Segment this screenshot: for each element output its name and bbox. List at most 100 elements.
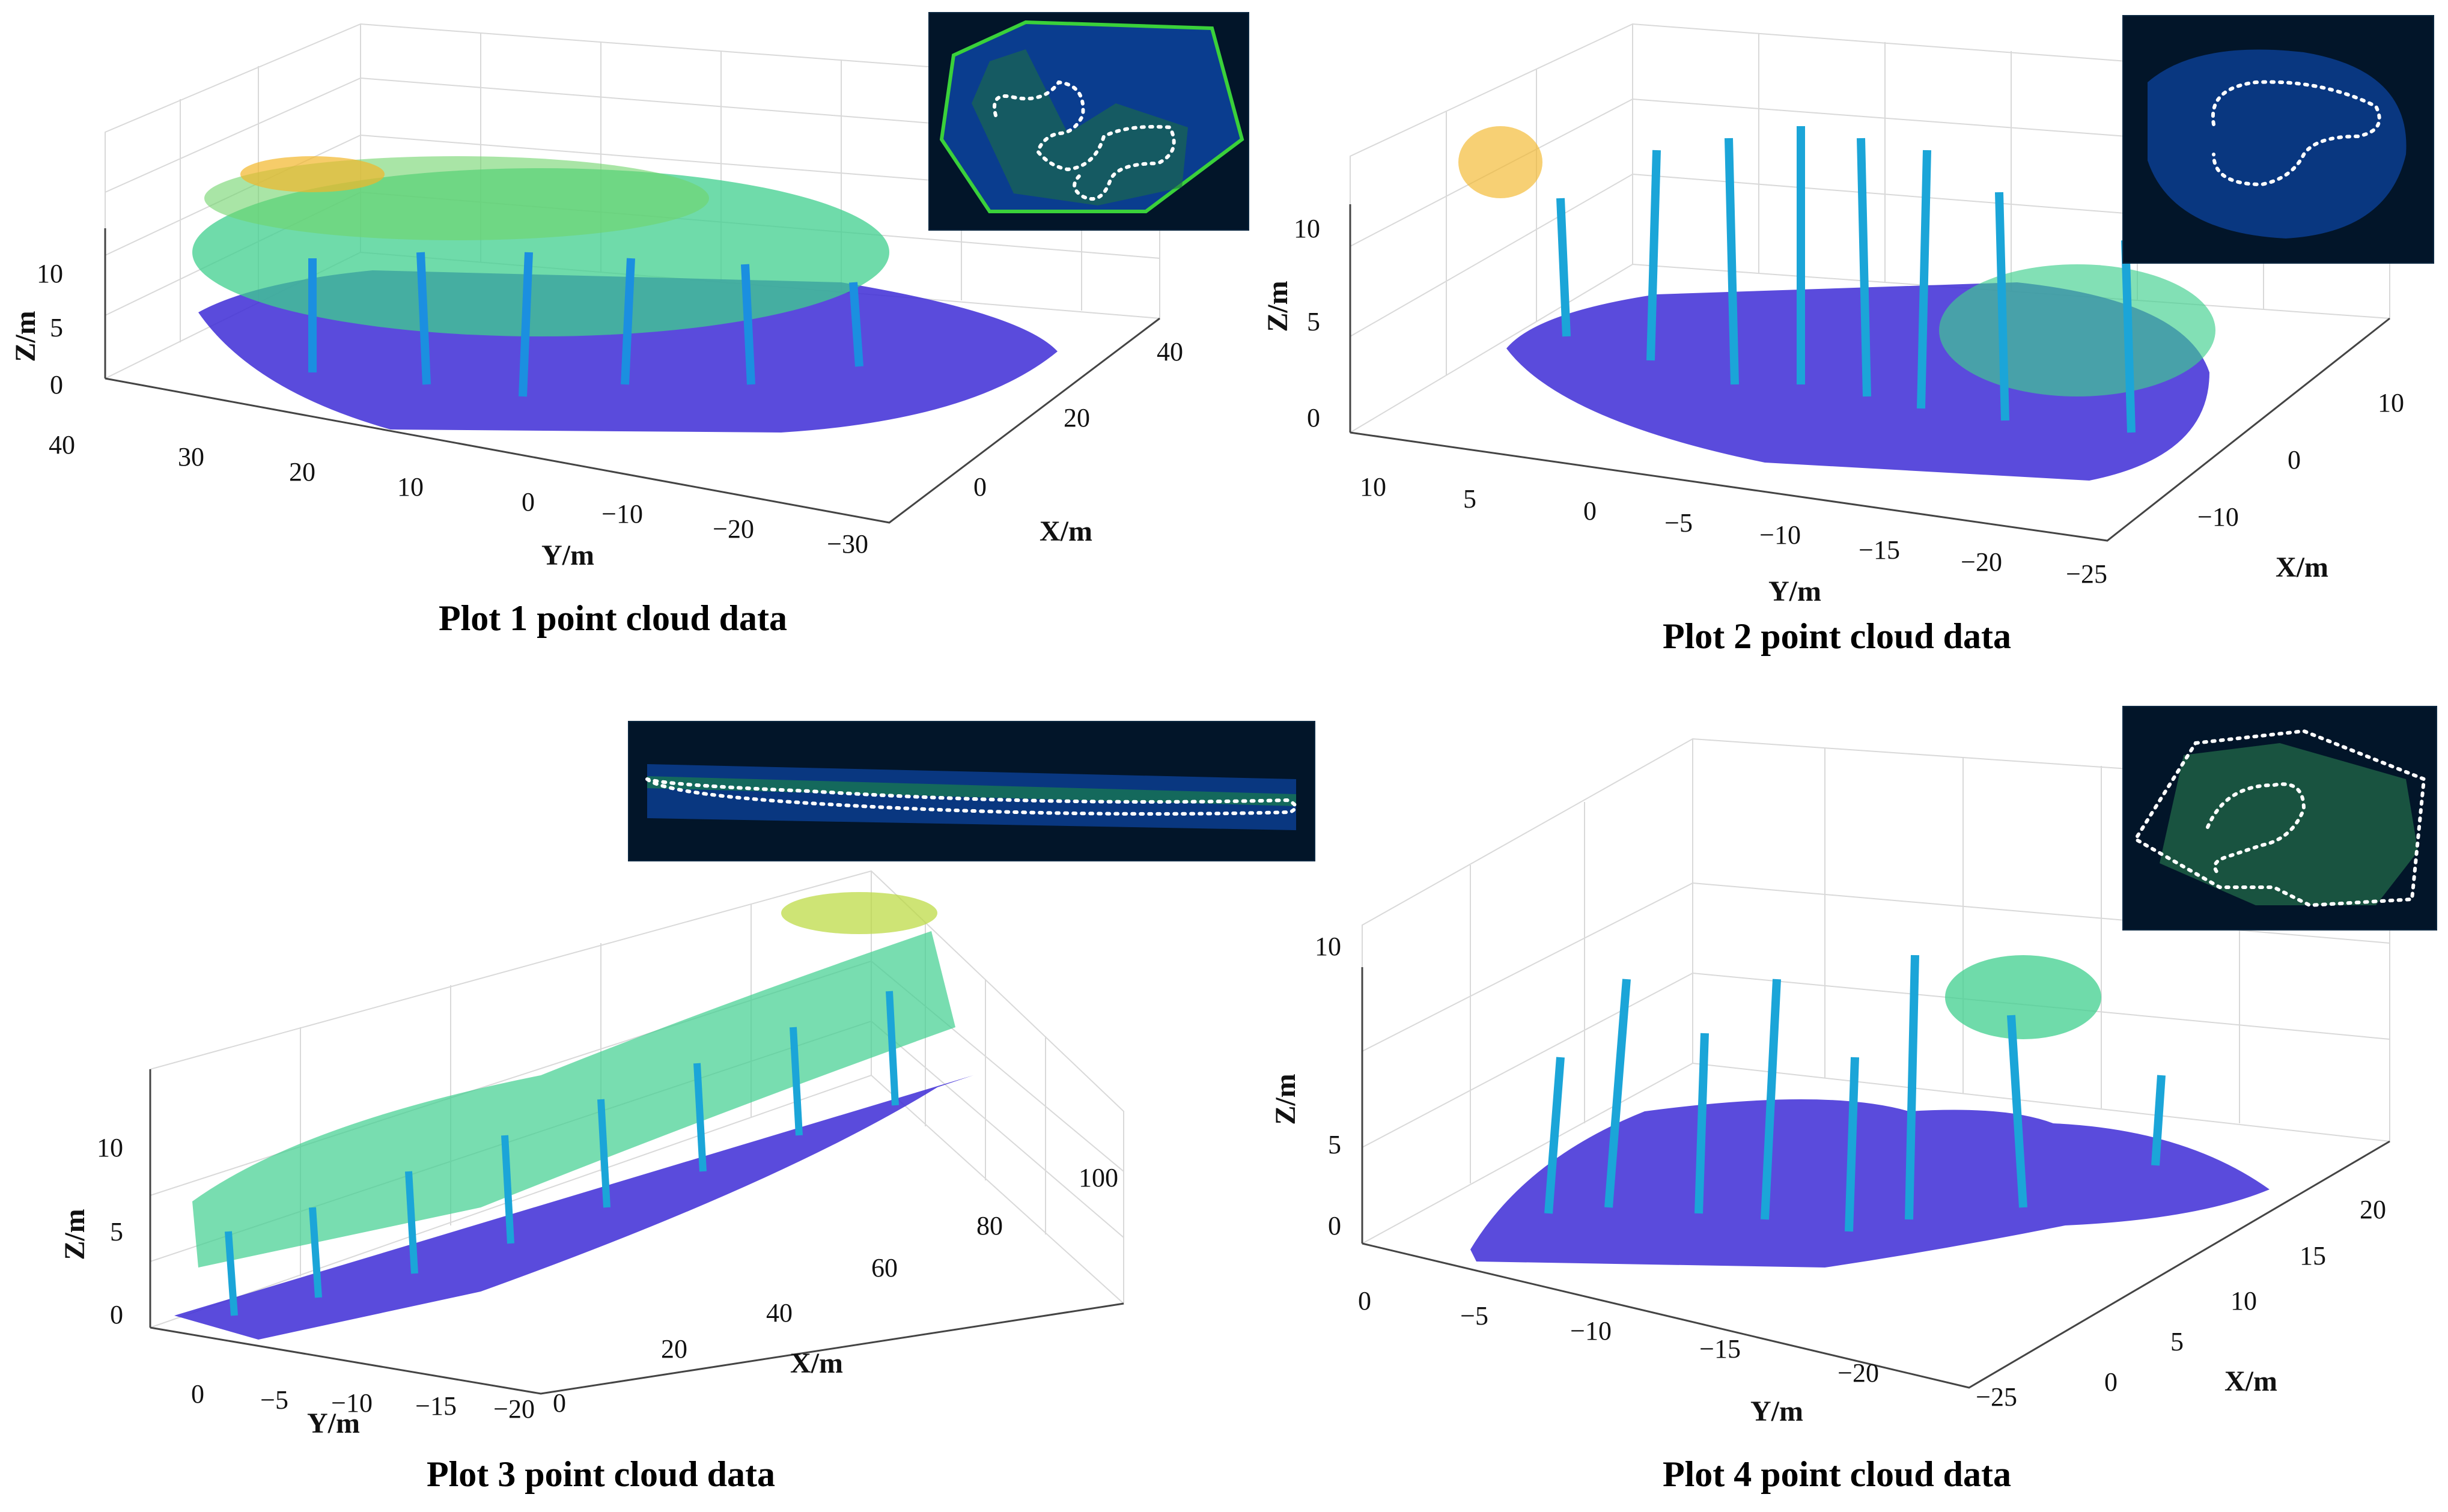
plot-4-x-tick: 20 xyxy=(2360,1195,2386,1224)
plot-2-x-ticks: −10 0 10 xyxy=(2197,388,2404,532)
plot-2-z-ticks: 0 5 10 xyxy=(1294,214,1320,433)
plot-1-z-tick: 0 xyxy=(50,370,63,399)
plot-4-inset-view xyxy=(2133,729,2426,908)
plot-4-y-tick: −15 xyxy=(1699,1334,1741,1364)
plot-2-crown-right xyxy=(1939,264,2215,396)
plot-4-x-tick: 15 xyxy=(2300,1241,2326,1271)
plot-2-trajectory xyxy=(2211,80,2381,187)
plot-1-y-tick: −10 xyxy=(601,499,643,529)
panel-plot-2: 0 5 10 Z/m 10 5 0 −5 −10 −15 −20 −25 Y/m… xyxy=(1224,0,2448,661)
plot-2-y-tick: −20 xyxy=(1961,547,2002,577)
plot-3-y-label: Y/m xyxy=(307,1407,360,1439)
plot-4-ground xyxy=(1470,1099,2270,1268)
plot-1-y-tick: 10 xyxy=(397,472,424,502)
plot-1-crown-peak xyxy=(240,156,385,192)
plot-3-x-tick: 0 xyxy=(553,1388,566,1418)
plot-1-x-tick: 20 xyxy=(1064,403,1090,433)
plot-4-x-tick: 10 xyxy=(2230,1286,2257,1316)
plot-3-box-frame xyxy=(149,1069,1124,1395)
plot-3-z-tick: 5 xyxy=(110,1217,123,1246)
plot-3-ground xyxy=(174,1075,973,1340)
plot-4-z-tick: 10 xyxy=(1315,932,1341,961)
plot-4-z-tick: 0 xyxy=(1328,1211,1341,1240)
plot-2-z-tick: 0 xyxy=(1307,403,1320,433)
plot-3-z-ticks: 0 5 10 xyxy=(97,1133,123,1329)
plot-1-y-tick: 30 xyxy=(178,442,204,472)
plot-4-x-tick: 0 xyxy=(2104,1367,2118,1397)
plot-3-z-label: Z/m xyxy=(59,1209,91,1260)
plot-1-caption: Plot 1 point cloud data xyxy=(438,598,788,638)
plot-4-y-tick: −25 xyxy=(1976,1382,2017,1412)
plot-2-y-tick: −15 xyxy=(1859,535,1900,565)
plot-2-y-tick: 10 xyxy=(1360,472,1386,502)
plot-3-z-tick: 0 xyxy=(110,1300,123,1329)
plot-2-box-frame xyxy=(1349,204,2390,542)
plot-4-stems xyxy=(1544,955,2166,1232)
plot-4-y-label: Y/m xyxy=(1750,1395,1803,1427)
plot-2-y-tick: 0 xyxy=(1583,496,1597,526)
plot-2-x-tick: 0 xyxy=(2288,445,2301,475)
plot-3-z-tick: 10 xyxy=(97,1133,123,1162)
plot-1-z-tick: 5 xyxy=(50,313,63,342)
plot-1-y-tick: 20 xyxy=(289,457,315,487)
plot-3-x-tick: 100 xyxy=(1079,1163,1118,1192)
plot-2-y-ticks: 10 5 0 −5 −10 −15 −20 −25 xyxy=(1360,472,2107,589)
plot-4-y-tick: −10 xyxy=(1570,1316,1612,1346)
plot-3-crown-peak xyxy=(781,892,937,934)
plot-4-z-tick: 5 xyxy=(1328,1130,1341,1159)
plot-2-x-label: X/m xyxy=(2276,551,2328,583)
plot-4-box-frame xyxy=(1361,967,2390,1389)
plot-1-y-tick: 0 xyxy=(522,487,535,517)
plot-2-crown-left xyxy=(1458,126,1542,198)
plot-4-y-tick: 0 xyxy=(1358,1286,1371,1316)
plot-2-y-tick: 5 xyxy=(1463,484,1476,514)
plot-4-outer-trajectory xyxy=(2133,729,2426,908)
plot-4-y-tick: −5 xyxy=(1460,1301,1488,1331)
plot-1-z-tick: 10 xyxy=(37,259,63,288)
plot-4-axes: 0 5 10 Z/m 0 −5 −10 −15 −20 −25 Y/m 0 5 … xyxy=(1270,738,2390,1427)
plot-2-z-label: Z/m xyxy=(1262,281,1294,332)
plot-3-x-tick: 80 xyxy=(976,1211,1003,1240)
plot-1-z-label: Z/m xyxy=(10,311,41,362)
plot-1-y-tick: −20 xyxy=(713,514,754,544)
plot-4-caption: Plot 4 point cloud data xyxy=(1662,1454,2012,1494)
plot-1-inset xyxy=(928,12,1249,231)
plot-3-cloud xyxy=(174,892,973,1340)
plot-2-y-tick: −10 xyxy=(1759,520,1801,550)
plot-1-y-label: Y/m xyxy=(541,539,594,571)
plot-2-x-tick: −10 xyxy=(2197,502,2239,532)
plot-2-z-tick: 10 xyxy=(1294,214,1320,243)
plot-2-cloud xyxy=(1458,126,2215,481)
plot-2-axes: 0 5 10 Z/m 10 5 0 −5 −10 −15 −20 −25 Y/m… xyxy=(1262,23,2404,607)
plot-3-y-tick: −5 xyxy=(260,1385,288,1415)
plot-1-inset-view xyxy=(939,20,1244,213)
plot-3-y-tick: 0 xyxy=(191,1379,204,1409)
plot-1-x-ticks: 0 20 40 xyxy=(973,337,1183,502)
plot-3-stems xyxy=(225,991,899,1316)
plot-3-caption: Plot 3 point cloud data xyxy=(426,1454,776,1494)
plot-4-x-label: X/m xyxy=(2224,1365,2277,1397)
panel-plot-3: 0 5 10 Z/m 0 −5 −10 −15 −20 Y/m 0 20 40 … xyxy=(0,691,1315,1509)
plot-3-y-tick: −15 xyxy=(415,1391,457,1421)
plot-4-inset xyxy=(2122,706,2437,931)
plot-2-y-tick: −25 xyxy=(2066,559,2107,589)
plot-3-y-tick: −20 xyxy=(493,1394,535,1424)
plot-1-y-tick: 40 xyxy=(49,430,75,460)
plot-3-trajectory xyxy=(645,777,1297,816)
plot-4-crown xyxy=(1945,955,2101,1039)
plot-2-z-tick: 5 xyxy=(1307,307,1320,336)
plot-1-y-ticks: 40 30 20 10 0 −10 −20 −30 xyxy=(49,430,868,559)
panel-plot-4: 0 5 10 Z/m 0 −5 −10 −15 −20 −25 Y/m 0 5 … xyxy=(1224,691,2448,1509)
plot-1-trajectory xyxy=(993,80,1176,201)
plot-4-z-ticks: 0 5 10 xyxy=(1315,932,1341,1240)
plot-1-cloud xyxy=(192,156,1058,433)
plot-1-x-tick: 0 xyxy=(973,472,987,502)
plot-3-y-ticks: 0 −5 −10 −15 −20 xyxy=(191,1379,535,1424)
plot-3-crown xyxy=(192,931,955,1268)
plot-3-x-ticks: 0 20 40 60 80 100 xyxy=(553,1163,1118,1418)
plot-1-stems xyxy=(308,252,863,397)
plot-3-x-tick: 60 xyxy=(871,1253,898,1283)
plot-1-x-label: X/m xyxy=(1040,515,1092,547)
plot-1-axes: 0 5 10 Z/m 40 30 20 10 0 −10 −20 −30 Y/m… xyxy=(10,23,1183,571)
plot-2-x-tick: 10 xyxy=(2378,388,2404,417)
